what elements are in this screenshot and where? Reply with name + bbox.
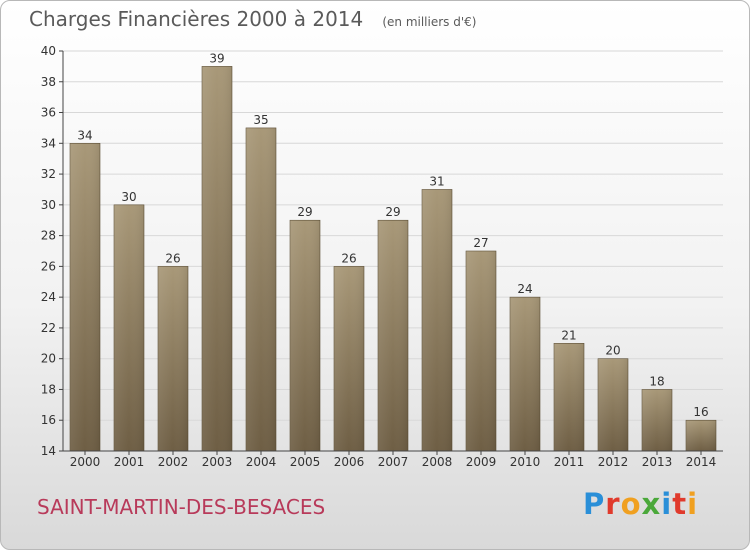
data-label: 24 [517, 282, 532, 296]
data-labels: 34 30 26 39 35 29 26 29 31 27 24 21 20 18 16 [77, 51, 708, 419]
bar-shine [422, 189, 452, 451]
logo-letter: P [583, 487, 606, 521]
data-label: 30 [121, 190, 136, 204]
x-tick-label: 2004 [246, 455, 277, 469]
data-label: 34 [77, 128, 92, 142]
x-tick-label: 2012 [598, 455, 629, 469]
bar-shine [642, 389, 672, 451]
bar-shine [290, 220, 320, 451]
x-tick-label: 2010 [510, 455, 541, 469]
bar-shine [598, 358, 628, 451]
bar-shine [114, 204, 144, 451]
y-tick-label: 16 [41, 413, 56, 427]
logo-letter: x [641, 487, 662, 521]
y-tick-label: 38 [41, 75, 56, 89]
logo-letter: i [687, 487, 699, 521]
data-label: 31 [429, 174, 444, 188]
y-tick-label: 18 [41, 382, 56, 396]
logo-letter: o [620, 487, 642, 521]
data-label: 26 [165, 251, 180, 265]
bar-shine [202, 66, 232, 451]
y-tick-label: 26 [41, 259, 56, 273]
bar-shine [246, 127, 276, 451]
x-tick-label: 2000 [70, 455, 101, 469]
x-tick-label: 2007 [378, 455, 409, 469]
bar-shine [378, 220, 408, 451]
x-tick-label: 2011 [554, 455, 585, 469]
bar-shine [554, 343, 584, 451]
y-tick-label: 24 [41, 290, 56, 304]
bar-shine [466, 251, 496, 451]
y-tick-label: 36 [41, 106, 56, 120]
data-label: 20 [605, 344, 620, 358]
data-label: 39 [209, 51, 224, 65]
bar-shine [510, 297, 540, 451]
data-label: 35 [253, 113, 268, 127]
data-label: 26 [341, 251, 356, 265]
y-tick-label: 22 [41, 321, 56, 335]
x-tick-label: 2006 [334, 455, 365, 469]
x-tick-label: 2009 [466, 455, 497, 469]
chart-subtitle: (en milliers d'€) [382, 15, 477, 29]
y-tick-label: 20 [41, 352, 56, 366]
bar-shine [158, 266, 188, 451]
y-tick-label: 28 [41, 229, 56, 243]
x-tick-label: 2014 [686, 455, 717, 469]
bar-shine [686, 420, 716, 451]
data-label: 16 [693, 405, 708, 419]
bar-shine [70, 143, 100, 452]
proxiti-logo: Proxiti [583, 487, 698, 521]
logo-letter: r [605, 487, 621, 521]
data-label: 27 [473, 236, 488, 250]
y-tick-label: 34 [41, 136, 56, 150]
y-tick-label: 40 [41, 44, 56, 58]
bar-shine [334, 266, 364, 451]
x-tick-label: 2001 [114, 455, 145, 469]
title-row: Charges Financières 2000 à 2014 (en mill… [29, 7, 476, 31]
data-label: 29 [297, 205, 312, 219]
x-tick-label: 2008 [422, 455, 453, 469]
y-tick-label: 14 [41, 444, 56, 458]
x-tick-label: 2013 [642, 455, 673, 469]
y-tick-label: 30 [41, 198, 56, 212]
x-tick-label: 2005 [290, 455, 321, 469]
data-label: 29 [385, 205, 400, 219]
city-name: SAINT-MARTIN-DES-BESACES [37, 495, 326, 519]
bars [69, 66, 717, 452]
data-label: 18 [649, 374, 664, 388]
logo-letter: t [672, 487, 688, 521]
logo-letter: i [661, 487, 673, 521]
x-tick-label: 2003 [202, 455, 233, 469]
y-tick-label: 32 [41, 167, 56, 181]
x-tick-label: 2002 [158, 455, 189, 469]
chart-title: Charges Financières 2000 à 2014 [29, 7, 364, 31]
data-label: 21 [561, 328, 576, 342]
axes: 14 16 18 20 22 24 26 28 30 32 34 36 38 40 2000 2001 2002… [41, 44, 723, 469]
